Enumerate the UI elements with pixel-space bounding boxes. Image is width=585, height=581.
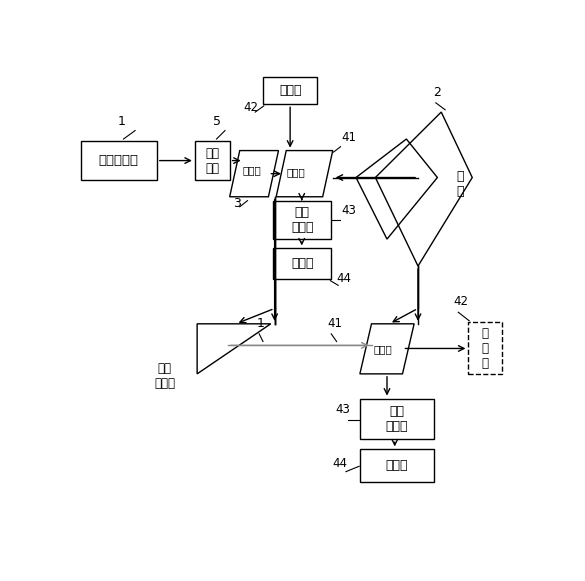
Text: 43: 43 (341, 204, 356, 217)
Bar (360, 449, 433, 482)
Text: 43: 43 (335, 403, 350, 416)
Text: 光隔
离器: 光隔 离器 (205, 146, 219, 174)
Text: 转向
反射镜: 转向 反射镜 (154, 363, 175, 390)
Bar (469, 322, 502, 374)
Text: 44: 44 (333, 457, 347, 470)
Text: 44: 44 (336, 272, 352, 285)
Text: 3: 3 (233, 197, 242, 210)
Text: 41: 41 (341, 131, 356, 144)
Bar (273, 248, 331, 279)
Text: 1: 1 (257, 317, 264, 330)
Text: 5: 5 (214, 115, 221, 128)
Text: 计数器: 计数器 (291, 257, 314, 270)
Bar (81, 141, 157, 180)
Text: 反射镜: 反射镜 (279, 84, 301, 98)
Text: 分光镜: 分光镜 (242, 165, 261, 175)
Text: 光电
探测器: 光电 探测器 (291, 206, 314, 234)
Text: 42: 42 (243, 101, 259, 114)
Text: 光电
探测器: 光电 探测器 (386, 405, 408, 433)
Text: 扫频激光器: 扫频激光器 (99, 154, 139, 167)
Text: 分光镜: 分光镜 (286, 167, 305, 177)
Text: 41: 41 (328, 317, 342, 330)
Text: 42: 42 (453, 295, 468, 309)
Text: 计数器: 计数器 (386, 459, 408, 472)
Bar (360, 399, 433, 439)
Text: 2: 2 (433, 86, 441, 99)
Bar (263, 77, 317, 105)
Text: 靶
镜: 靶 镜 (457, 170, 464, 198)
Text: 1: 1 (118, 115, 126, 128)
Text: 反
射
镜: 反 射 镜 (481, 327, 488, 370)
Bar (195, 141, 230, 180)
Text: 分光镜: 分光镜 (374, 344, 393, 354)
Bar (273, 200, 331, 239)
